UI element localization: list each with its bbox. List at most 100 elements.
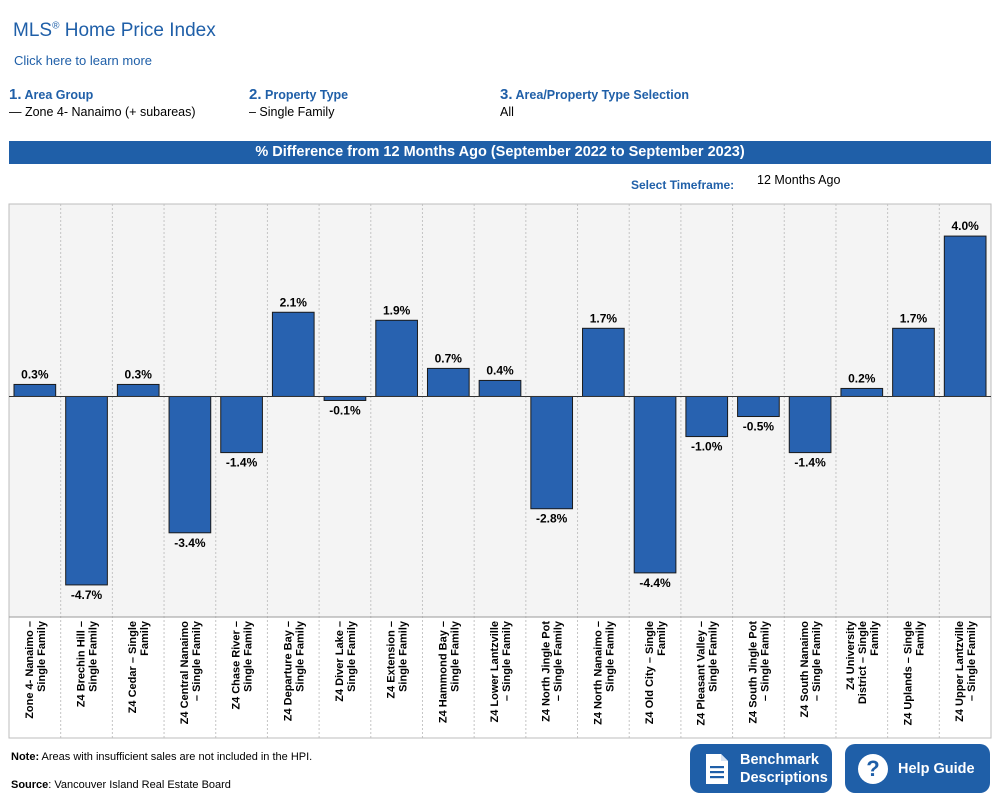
question-mark-icon: ? [858, 753, 888, 784]
bar [65, 395, 108, 586]
bar [323, 395, 367, 401]
bar-chart: 0.3% -4.7% 0.3% -3.4% -1.4% 2.1% -0.1% 1.9% 0.7%… [8, 203, 992, 739]
data-label: 1.7% [590, 311, 618, 325]
area-property-value: All [500, 105, 514, 119]
benchmark-descriptions-button[interactable]: Benchmark Descriptions [690, 744, 832, 793]
data-label: -1.4% [226, 456, 258, 470]
page-title: MLS® Home Price Index [13, 20, 216, 41]
x-tick-label-line: Z4 Departure Bay – [282, 621, 294, 721]
x-tick-label-line: Single Family [708, 620, 720, 692]
x-tick-label-line: Z4 South Nanaimo [799, 621, 811, 718]
x-tick-label-line: District – Single [857, 621, 869, 704]
x-tick-label-line: Single Family [604, 620, 616, 692]
x-tick-label-line: – Single Family [553, 620, 565, 701]
chart-banner: % Difference from 12 Months Ago (Septemb… [9, 141, 991, 164]
bar [685, 395, 729, 438]
x-tick-label: Z4 North Jingle Pot – Single Family [541, 620, 565, 722]
bar [582, 327, 625, 397]
timeframe-select[interactable]: 12 Months Ago [757, 173, 841, 187]
x-tick-label-line: Z4 Chase River – [231, 621, 243, 710]
x-tick-label-line: Z4 North Nanaimo – [592, 621, 604, 725]
x-tick-label: Z4 Pleasant Valley – Single Family [696, 620, 720, 725]
bar [168, 395, 212, 534]
x-tick-label-line: Single Family [398, 620, 410, 692]
step-number: 3. [500, 86, 513, 103]
data-label: -2.8% [536, 512, 568, 526]
x-tick-label: Z4 Brechin Hill – Single Family [76, 620, 100, 707]
data-label: 0.2% [848, 371, 876, 385]
area-group-selector[interactable]: 1. Area Group — Zone 4- Nanaimo (+ subar… [9, 86, 196, 119]
x-tick-label-line: Z4 Upper Lantzville [954, 621, 966, 722]
x-tick-label-line: Z4 Uplands – Single [902, 621, 914, 726]
x-tick-label: Z4 Extension – Single Family [386, 620, 410, 699]
data-label: 1.9% [383, 303, 411, 317]
x-tick-label-line: Z4 Central Nanaimo [179, 621, 191, 725]
x-tick-label: Z4 South Jingle Pot – Single Family [747, 620, 771, 724]
x-tick-label-line: Single Family [449, 620, 461, 692]
x-tick-label-line: Z4 Old City – Single [644, 621, 656, 724]
x-tick-label-line: Z4 Brechin Hill – [76, 621, 88, 707]
data-label: 4.0% [951, 219, 979, 233]
x-tick-label-line: – Single Family [501, 620, 513, 701]
x-tick-label-line: Single Family [243, 620, 255, 692]
x-tick-label-line: Z4 North Jingle Pot [541, 621, 553, 722]
step-number: 2. [249, 86, 262, 103]
x-tick-label-line: Z4 Lower Lantzville [489, 621, 501, 722]
footer-source: Source: Vancouver Island Real Estate Boa… [11, 779, 231, 791]
bar [375, 319, 418, 397]
x-tick-label-line: Z4 University [845, 620, 857, 690]
bar [271, 311, 315, 397]
x-tick-label: Z4 Hammond Bay – Single Family [437, 620, 461, 723]
property-type-label: Property Type [265, 88, 349, 102]
bar [788, 395, 832, 454]
x-tick-label: Z4 Uplands – Single Family [902, 620, 926, 725]
plot-area [9, 204, 991, 617]
data-label: 1.7% [900, 311, 928, 325]
bar [426, 367, 470, 397]
bar [892, 327, 935, 397]
x-tick-label: Z4 Cedar – Single Family [127, 620, 151, 713]
bar [840, 387, 884, 397]
area-group-value: — Zone 4- Nanaimo (+ subareas) [9, 105, 196, 119]
bar [220, 395, 263, 454]
step-number: 1. [9, 86, 22, 103]
bar [943, 235, 987, 397]
x-tick-label: Z4 South Nanaimo – Single Family [799, 620, 823, 717]
x-tick-label-line: Family [139, 620, 151, 656]
document-icon [706, 753, 728, 784]
x-tick-label: Z4 Central Nanaimo – Single Family [179, 620, 203, 724]
x-tick-label: Z4 Departure Bay – Single Family [282, 620, 306, 721]
x-tick-label: Zone 4- Nanaimo – Single Family [24, 620, 48, 719]
data-label: -4.7% [71, 588, 103, 602]
property-type-value: – Single Family [249, 105, 335, 119]
data-label: -4.4% [639, 576, 671, 590]
timeframe-label: Select Timeframe: [631, 178, 735, 192]
chart-border [8, 203, 992, 739]
bar [478, 379, 522, 397]
x-tick-label-line: – Single Family [811, 620, 823, 701]
x-tick-label: Z4 Chase River – Single Family [231, 620, 255, 710]
data-label: 0.3% [21, 367, 49, 381]
x-tick-label-line: Family [869, 620, 881, 656]
x-tick-label-line: Z4 South Jingle Pot [747, 621, 759, 724]
learn-more-link[interactable]: Click here to learn more [14, 53, 152, 68]
data-label: -0.1% [329, 403, 361, 417]
x-tick-label-line: – Single Family [966, 620, 978, 701]
x-tick-label: Z4 Upper Lantzville – Single Family [954, 620, 978, 722]
x-tick-label-line: Z4 Hammond Bay – [437, 621, 449, 723]
x-tick-label-line: Single Family [346, 620, 358, 692]
data-label: 2.1% [280, 295, 308, 309]
x-tick-label: Z4 University District – Single Family [845, 620, 881, 704]
x-tick-label-line: Family [914, 620, 926, 656]
x-tick-label-line: – Single Family [759, 620, 771, 701]
area-group-label: Area Group [24, 88, 94, 102]
help-guide-button[interactable]: ? Help Guide [845, 744, 990, 793]
bar [116, 383, 160, 397]
area-property-selection[interactable]: 3. Area/Property Type Selection All [500, 86, 689, 119]
property-type-selector[interactable]: 2. Property Type – Single Family [249, 86, 348, 119]
x-tick-label-line: Z4 Pleasant Valley – [696, 621, 708, 726]
x-tick-label-line: Single Family [36, 620, 48, 692]
data-label: -3.4% [174, 536, 206, 550]
x-tick-label-line: – Single Family [191, 620, 203, 701]
data-label: -0.5% [743, 420, 775, 434]
